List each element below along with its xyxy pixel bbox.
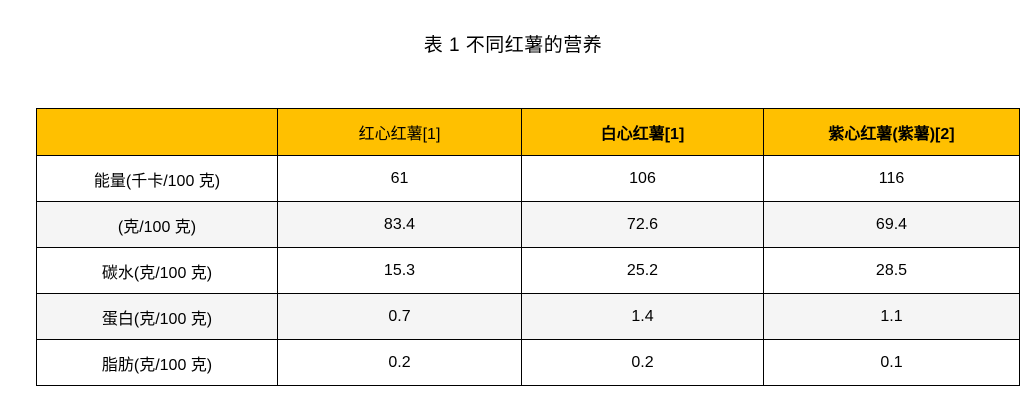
header-row: 红心红薯[1] 白心红薯[1] 紫心红薯(紫薯)[2] [36, 108, 1020, 156]
data-cell: 83.4 [277, 201, 522, 248]
data-cell: 61 [277, 155, 522, 202]
data-cell: 15.3 [277, 247, 522, 294]
header-cell-purple-sweet-potato: 紫心红薯(紫薯)[2] [763, 108, 1020, 156]
data-cell: 106 [521, 155, 764, 202]
header-cell-white-sweet-potato: 白心红薯[1] [521, 108, 764, 156]
row-label: (克/100 克) [36, 201, 278, 248]
header-cell-rowlabel [36, 108, 278, 156]
row-label: 能量(千卡/100 克) [36, 155, 278, 202]
data-cell: 28.5 [763, 247, 1020, 294]
table-row: 能量(千卡/100 克) 61 106 116 [36, 155, 1020, 202]
nutrition-table: 红心红薯[1] 白心红薯[1] 紫心红薯(紫薯)[2] 能量(千卡/100 克)… [36, 108, 1020, 386]
table-caption: 表 1 不同红薯的营养 [423, 35, 603, 56]
table-row: 蛋白(克/100 克) 0.7 1.4 1.1 [36, 293, 1020, 340]
data-cell: 69.4 [763, 201, 1020, 248]
row-label: 脂肪(克/100 克) [36, 339, 278, 386]
data-cell: 0.2 [277, 339, 522, 386]
data-cell: 1.4 [521, 293, 764, 340]
data-cell: 0.2 [521, 339, 764, 386]
data-cell: 25.2 [521, 247, 764, 294]
table-row: 脂肪(克/100 克) 0.2 0.2 0.1 [36, 339, 1020, 386]
table-row: (克/100 克) 83.4 72.6 69.4 [36, 201, 1020, 248]
table-body: 能量(千卡/100 克) 61 106 116 (克/100 克) 83.4 72.6 69.… [36, 155, 1020, 386]
header-cell-red-sweet-potato: 红心红薯[1] [277, 108, 522, 156]
data-cell: 1.1 [763, 293, 1020, 340]
data-cell: 0.1 [763, 339, 1020, 386]
row-label: 蛋白(克/100 克) [36, 293, 278, 340]
data-cell: 0.7 [277, 293, 522, 340]
row-label: 碳水(克/100 克) [36, 247, 278, 294]
data-cell: 72.6 [521, 201, 764, 248]
data-cell: 116 [763, 155, 1020, 202]
table-row: 碳水(克/100 克) 15.3 25.2 28.5 [36, 247, 1020, 294]
